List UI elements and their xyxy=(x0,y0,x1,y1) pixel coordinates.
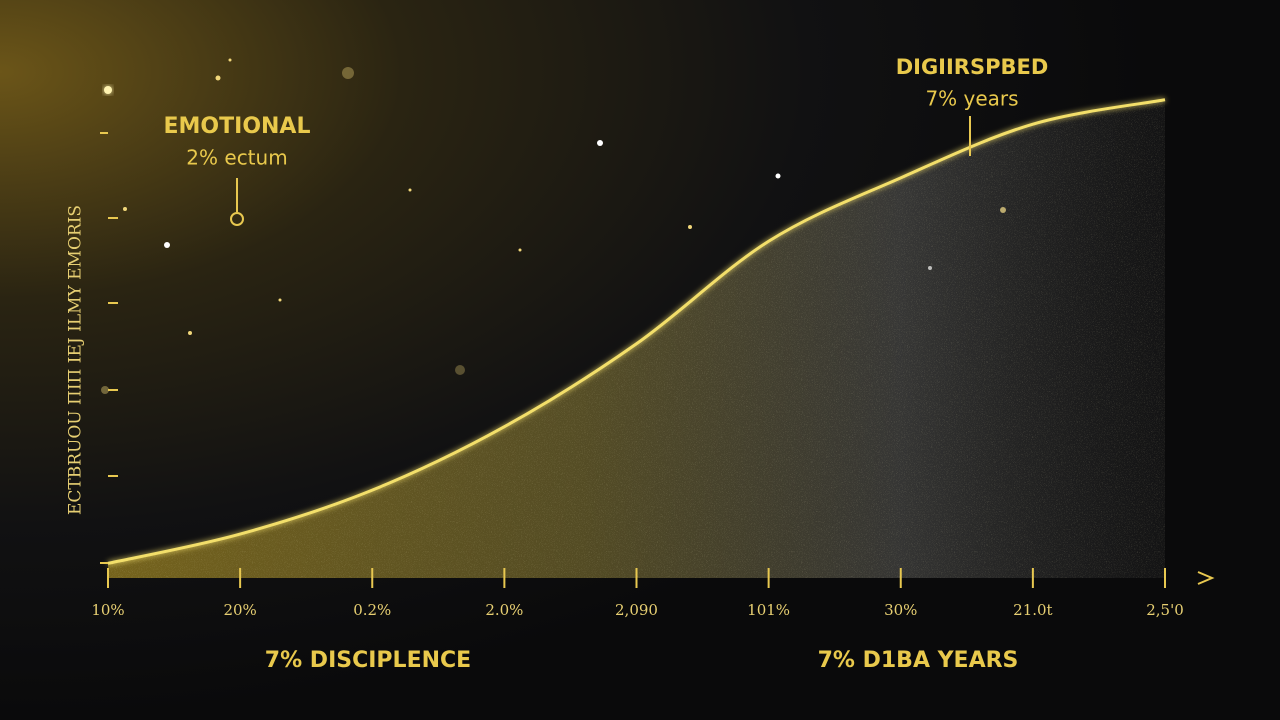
star xyxy=(455,365,465,375)
star xyxy=(775,173,781,179)
star xyxy=(123,207,127,211)
star xyxy=(408,188,412,192)
x-axis-label: 7% DISCIPLENCE xyxy=(265,648,471,673)
x-tick-label: 2.0% xyxy=(485,601,523,619)
annotation-text: 2% ectum xyxy=(186,146,287,170)
axis-top-glow xyxy=(104,86,112,94)
annotation-marker xyxy=(230,212,244,226)
x-axis-label: 7% D1BA YEARS xyxy=(818,648,1019,673)
annotation-title: EMOTIONAL xyxy=(164,114,311,139)
y-axis-label: ECTBRUOU ΠIΠ IEJ ILMY EMORIS xyxy=(66,205,86,515)
x-tick-label: 30% xyxy=(884,601,917,619)
x-tick-label: 21.0t xyxy=(1013,601,1052,619)
annotation-title: DIGIIRSPBED xyxy=(896,55,1049,79)
annotation-text: 7% years xyxy=(925,87,1018,111)
star xyxy=(164,242,170,248)
star xyxy=(188,331,192,335)
x-tick-label: 0.2% xyxy=(353,601,391,619)
star xyxy=(518,248,522,252)
x-tick-label: 101% xyxy=(747,601,790,619)
x-tick-label: 10% xyxy=(91,601,124,619)
x-axis-arrow xyxy=(1197,571,1215,585)
star xyxy=(597,140,603,146)
star xyxy=(215,75,221,81)
y-axis xyxy=(100,90,118,578)
annotation: EMOTIONAL 2% ectum xyxy=(164,114,311,226)
star xyxy=(278,298,282,302)
star xyxy=(228,58,232,62)
star xyxy=(688,225,692,229)
x-tick-label: 2,090 xyxy=(615,601,658,619)
plot-area xyxy=(107,98,1166,578)
star xyxy=(342,67,354,79)
annotation: DIGIIRSPBED 7% years xyxy=(896,55,1049,156)
x-tick-label: 20% xyxy=(223,601,256,619)
area-texture xyxy=(108,99,1165,578)
x-tick-label: 2,5'0 xyxy=(1146,601,1184,619)
line xyxy=(107,98,1166,565)
